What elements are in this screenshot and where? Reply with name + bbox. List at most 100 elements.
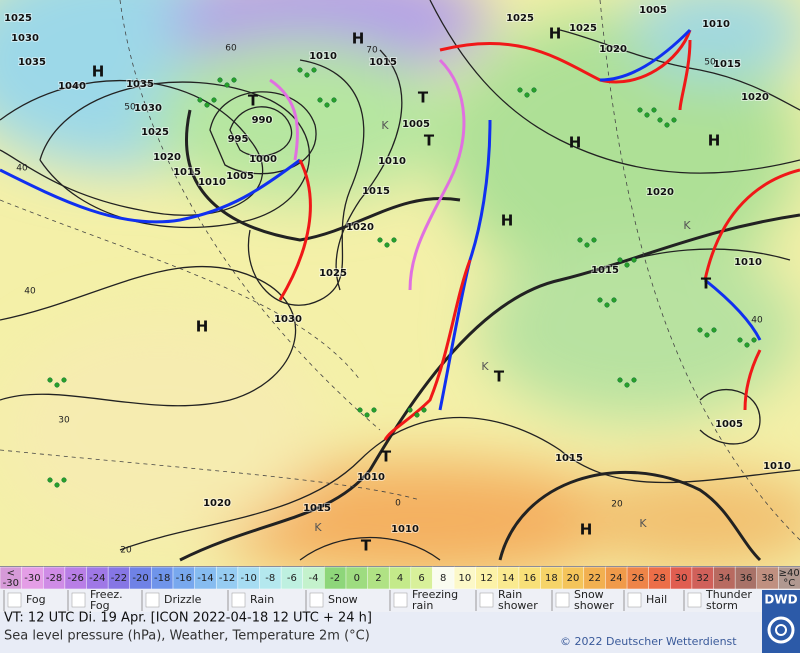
legend-icon bbox=[627, 592, 642, 608]
pressure-label: 1015 bbox=[591, 265, 619, 276]
scale-label: 28 bbox=[653, 573, 666, 584]
pressure-label: 995 bbox=[228, 134, 249, 145]
rain-symbol bbox=[704, 332, 710, 338]
rain-symbol bbox=[577, 237, 583, 243]
pressure-label: 1020 bbox=[741, 92, 769, 103]
rain-symbol bbox=[517, 87, 523, 93]
pressure-label: 1030 bbox=[274, 314, 302, 325]
scale-label: -6 bbox=[287, 573, 297, 584]
rain-symbol bbox=[617, 377, 623, 383]
rain-symbol bbox=[357, 407, 363, 413]
pressure-label: 1015 bbox=[713, 59, 741, 70]
subtitle: Sea level pressure (hPa), Weather, Tempe… bbox=[4, 629, 370, 644]
rain-symbol bbox=[217, 77, 223, 83]
rain-symbol bbox=[304, 72, 310, 78]
rain-symbol bbox=[47, 477, 53, 483]
legend-icon bbox=[145, 592, 160, 608]
legend-label: Thunder bbox=[705, 588, 752, 601]
low-label: T bbox=[701, 275, 712, 293]
rain-symbol bbox=[584, 242, 590, 248]
scale-label: 2 bbox=[375, 573, 381, 584]
scale-label: °C bbox=[783, 578, 795, 589]
pressure-label: 1015 bbox=[362, 186, 390, 197]
rain-symbol bbox=[697, 327, 703, 333]
isotherm-label: 0 bbox=[395, 499, 401, 509]
rain-symbol bbox=[54, 382, 60, 388]
pressure-label: 1025 bbox=[4, 13, 32, 24]
legend-icon bbox=[479, 592, 494, 608]
legend-label: Snow bbox=[574, 588, 604, 601]
legend-label: Rain bbox=[250, 593, 274, 606]
legend-label: Fog bbox=[90, 599, 110, 612]
high-label: H bbox=[196, 318, 209, 336]
cold-label: K bbox=[481, 360, 489, 373]
legend-label: storm bbox=[706, 599, 738, 612]
rain-symbol bbox=[751, 337, 757, 343]
scale-label: -18 bbox=[154, 573, 170, 584]
rain-symbol bbox=[421, 407, 427, 413]
scale-label: 38 bbox=[761, 573, 774, 584]
scale-label: -22 bbox=[111, 573, 127, 584]
pressure-label: 1010 bbox=[702, 19, 730, 30]
legend-label: shower bbox=[574, 599, 614, 612]
isotherm-label: 40 bbox=[751, 316, 763, 326]
pressure-label: 1035 bbox=[126, 79, 154, 90]
isotherm-label: 50 bbox=[704, 58, 716, 68]
isotherm-label: 20 bbox=[120, 546, 132, 556]
rain-symbol bbox=[657, 117, 663, 123]
legend-label: Drizzle bbox=[164, 593, 202, 606]
isotherm-label: 20 bbox=[611, 500, 623, 510]
valid-time: VT: 12 UTC Di. 19 Apr. [ICON 2022-04-18 … bbox=[4, 611, 372, 626]
pressure-label: 1005 bbox=[402, 119, 430, 130]
pressure-label: 1010 bbox=[734, 257, 762, 268]
rain-symbol bbox=[651, 107, 657, 113]
scale-label: < bbox=[7, 568, 15, 579]
isotherm-label: 40 bbox=[16, 164, 28, 174]
rain-symbol bbox=[204, 102, 210, 108]
scale-label: 16 bbox=[523, 573, 536, 584]
rain-symbol bbox=[414, 412, 420, 418]
scale-label: 8 bbox=[440, 573, 446, 584]
legend-label: Rain bbox=[498, 588, 522, 601]
scale-label: 10 bbox=[458, 573, 471, 584]
scale-label: 12 bbox=[480, 573, 493, 584]
copyright: © 2022 Deutscher Wetterdienst bbox=[560, 635, 737, 648]
legend-icon bbox=[309, 592, 324, 608]
pressure-label: 1015 bbox=[173, 167, 201, 178]
rain-symbol bbox=[211, 97, 217, 103]
pressure-label: 1010 bbox=[378, 156, 406, 167]
rain-symbol bbox=[407, 407, 413, 413]
pressure-label: 1010 bbox=[198, 177, 226, 188]
rain-symbol bbox=[297, 67, 303, 73]
cold-label: K bbox=[314, 521, 322, 534]
rain-symbol bbox=[324, 102, 330, 108]
rain-symbol bbox=[524, 92, 530, 98]
rain-symbol bbox=[644, 112, 650, 118]
rain-symbol bbox=[384, 242, 390, 248]
rain-symbol bbox=[531, 87, 537, 93]
legend-label: Snow bbox=[328, 593, 358, 606]
pressure-label: 1015 bbox=[369, 57, 397, 68]
isotherm-label: 70 bbox=[366, 46, 378, 56]
pressure-label: 1020 bbox=[346, 222, 374, 233]
rain-symbol bbox=[364, 412, 370, 418]
rain-symbol bbox=[631, 377, 637, 383]
scale-label: 36 bbox=[740, 573, 753, 584]
footer-bg bbox=[0, 612, 800, 653]
scale-label: -14 bbox=[197, 573, 213, 584]
pressure-label: 1020 bbox=[153, 152, 181, 163]
legend-label: Freezing bbox=[412, 588, 458, 601]
high-label: H bbox=[580, 521, 593, 539]
pressure-label: 1005 bbox=[226, 171, 254, 182]
scale-label: -28 bbox=[46, 573, 62, 584]
scale-label: -10 bbox=[240, 573, 256, 584]
legend-label: Freez. bbox=[90, 588, 123, 601]
pressure-label: 1005 bbox=[639, 5, 667, 16]
rain-symbol bbox=[61, 377, 67, 383]
scale-label: -4 bbox=[309, 573, 319, 584]
scale-label: 30 bbox=[675, 573, 688, 584]
isotherm-label: 40 bbox=[24, 287, 36, 297]
pressure-label: 1010 bbox=[357, 472, 385, 483]
scale-label: -24 bbox=[89, 573, 105, 584]
